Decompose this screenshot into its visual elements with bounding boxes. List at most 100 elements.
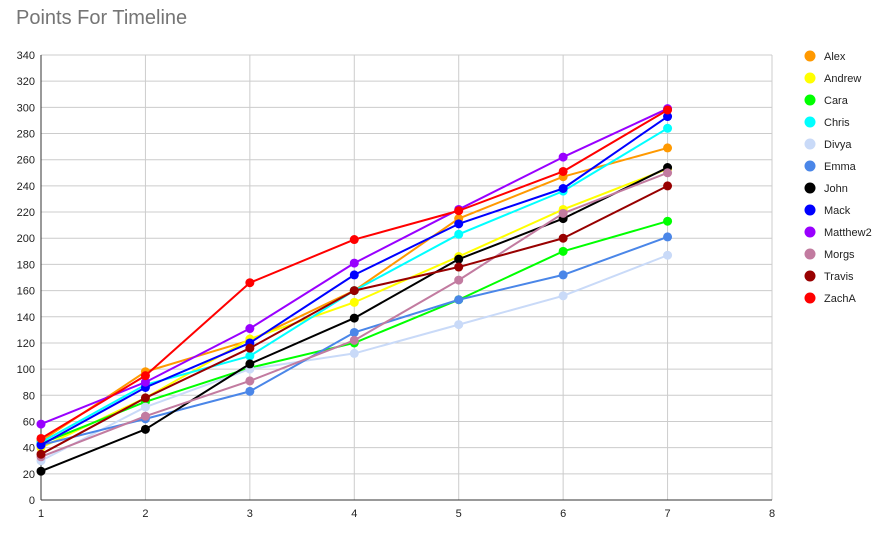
data-point-travis xyxy=(558,233,568,243)
data-point-john xyxy=(454,254,464,264)
legend-marker-cara xyxy=(804,94,816,106)
x-tick-label: 4 xyxy=(351,508,357,520)
data-point-travis xyxy=(245,343,255,353)
data-point-morgs xyxy=(245,376,255,386)
data-point-john xyxy=(349,313,359,323)
y-tick-label: 320 xyxy=(17,76,35,88)
data-point-travis xyxy=(140,393,150,403)
data-point-zacha xyxy=(349,235,359,245)
data-point-zacha xyxy=(663,105,673,115)
data-point-cara xyxy=(558,246,568,256)
x-tick-label: 6 xyxy=(560,508,566,520)
y-axis-ticks: 0 20 40 60 80 100 120 140 160 180 200 220 240 260 280 3… xyxy=(17,50,35,507)
data-point-travis xyxy=(36,449,46,459)
legend-marker-alex xyxy=(804,50,816,62)
legend-marker-john xyxy=(804,182,816,194)
y-tick-label: 80 xyxy=(23,390,35,402)
y-tick-label: 340 xyxy=(17,50,35,62)
legend-item-alex: Alex xyxy=(804,50,846,63)
series-travis xyxy=(36,181,673,459)
data-point-john xyxy=(245,359,255,369)
legend-marker-morgs xyxy=(804,248,816,260)
y-tick-label: 100 xyxy=(17,364,35,376)
y-tick-label: 140 xyxy=(17,312,35,324)
legend-item-cara: Cara xyxy=(804,94,849,107)
legend-marker-travis xyxy=(804,270,816,282)
data-point-emma xyxy=(245,386,255,396)
y-tick-label: 120 xyxy=(17,338,35,350)
y-tick-label: 20 xyxy=(23,469,35,481)
data-point-matthew2 xyxy=(349,258,359,268)
data-point-travis xyxy=(663,181,673,191)
data-point-matthew2 xyxy=(558,152,568,162)
data-point-divya xyxy=(454,320,464,330)
series-zacha xyxy=(36,105,673,443)
data-point-mack xyxy=(36,440,46,450)
data-point-travis xyxy=(349,286,359,296)
series-lines xyxy=(36,104,673,476)
grid xyxy=(41,54,773,500)
x-tick-label: 8 xyxy=(769,508,775,520)
x-axis-ticks: 1 2 3 4 5 6 7 8 xyxy=(38,508,775,520)
x-tick-label: 2 xyxy=(142,508,148,520)
x-tick-label: 1 xyxy=(38,508,44,520)
y-tick-label: 0 xyxy=(29,495,35,507)
legend-label-divya: Divya xyxy=(824,139,852,151)
y-tick-label: 160 xyxy=(17,286,35,298)
y-tick-label: 200 xyxy=(17,233,35,245)
legend-label-emma: Emma xyxy=(824,161,857,173)
data-point-chris xyxy=(245,351,255,361)
data-point-zacha xyxy=(454,206,464,216)
data-point-matthew2 xyxy=(140,377,150,387)
y-tick-label: 40 xyxy=(23,443,35,455)
legend-label-cara: Cara xyxy=(824,95,849,107)
data-point-mack xyxy=(454,219,464,229)
legend-item-chris: Chris xyxy=(804,116,850,129)
x-tick-label: 7 xyxy=(665,508,671,520)
legend-item-morgs: Morgs xyxy=(804,248,855,261)
y-tick-label: 220 xyxy=(17,207,35,219)
legend-item-mack: Mack xyxy=(804,204,851,217)
data-point-matthew2 xyxy=(36,419,46,429)
series-john xyxy=(36,163,673,476)
y-tick-label: 260 xyxy=(17,155,35,167)
data-point-mack xyxy=(663,112,673,122)
data-point-morgs xyxy=(663,168,673,178)
data-point-emma xyxy=(558,270,568,280)
data-point-divya xyxy=(349,348,359,358)
legend-label-travis: Travis xyxy=(824,271,854,283)
data-point-zacha xyxy=(245,278,255,288)
data-point-alex xyxy=(663,143,673,153)
legend-marker-zacha xyxy=(804,292,816,304)
data-point-john xyxy=(36,466,46,476)
data-point-travis xyxy=(454,262,464,272)
y-tick-label: 240 xyxy=(17,181,35,193)
data-point-emma xyxy=(349,327,359,337)
y-tick-label: 180 xyxy=(17,259,35,271)
legend-marker-andrew xyxy=(804,72,816,84)
x-tick-label: 5 xyxy=(456,508,462,520)
data-point-zacha xyxy=(558,166,568,176)
data-point-zacha xyxy=(36,433,46,443)
data-point-zacha xyxy=(140,371,150,381)
data-point-mack xyxy=(558,184,568,193)
legend-label-mack: Mack xyxy=(824,205,851,217)
legend-item-travis: Travis xyxy=(804,270,854,283)
x-tick-label: 3 xyxy=(247,508,253,520)
data-point-divya xyxy=(663,250,673,260)
legend-marker-matthew2 xyxy=(804,226,816,238)
data-point-emma xyxy=(663,232,673,242)
legend-label-andrew: Andrew xyxy=(824,73,861,85)
data-point-divya xyxy=(140,402,150,412)
data-point-morgs xyxy=(454,275,464,285)
data-point-morgs xyxy=(349,335,359,345)
axes xyxy=(40,55,772,501)
y-tick-label: 60 xyxy=(23,416,35,428)
data-point-matthew2 xyxy=(245,324,255,334)
legend-item-matthew2: Matthew2 xyxy=(804,226,872,239)
data-point-mack xyxy=(349,270,359,280)
chart-title: Points For Timeline xyxy=(16,7,188,29)
legend-label-alex: Alex xyxy=(824,51,846,63)
legend-marker-divya xyxy=(804,138,816,150)
